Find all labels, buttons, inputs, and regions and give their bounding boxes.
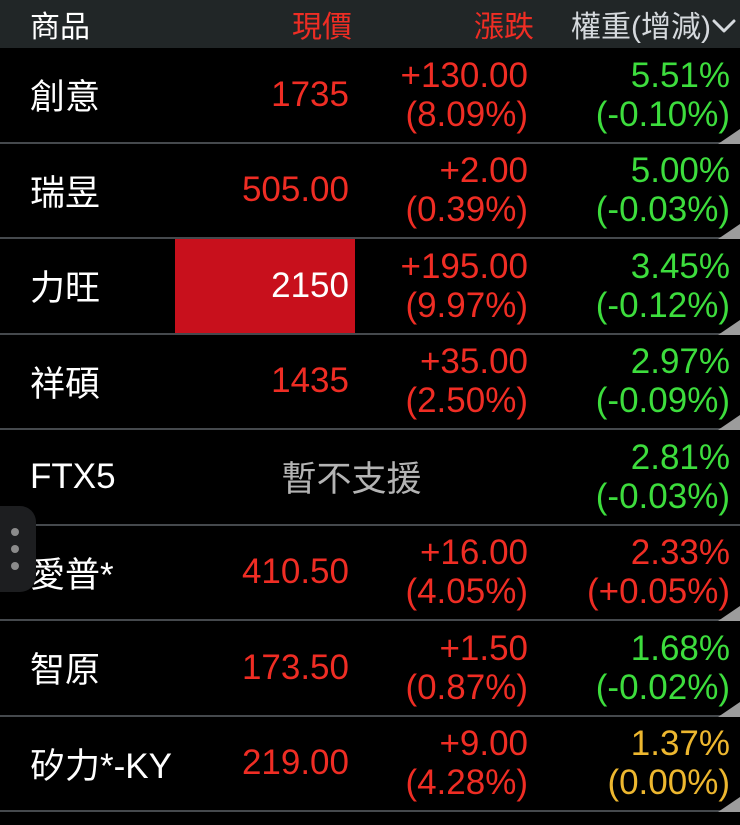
handle-dot-icon [11, 562, 19, 570]
weight-delta: (-0.03%) [595, 476, 730, 516]
stock-weight: 2.33% (+0.05%) [528, 533, 740, 611]
stock-weight: 1.37% (0.00%) [528, 724, 740, 802]
change-value: +195.00 [400, 246, 529, 286]
weight-value: 5.51% [630, 55, 730, 95]
stock-name: FTX5 [30, 456, 116, 496]
stock-name: 瑞昱 [30, 173, 101, 213]
stock-row-ftx5[interactable]: FTX5 暫不支援 2.81% (-0.03%) [0, 430, 740, 526]
change-value: +9.00 [439, 724, 528, 764]
stock-row-aipu[interactable]: 愛普* 410.50 +16.00 (4.05%) 2.33% (+0.05%) [0, 526, 740, 621]
change-value: +130.00 [400, 55, 529, 95]
stock-name: 愛普* [30, 555, 114, 595]
corner-fold-marker [718, 415, 740, 430]
stock-change: +9.00 (4.28%) [355, 724, 528, 802]
not-supported-label: 暫不支援 [281, 460, 422, 500]
chevron-down-icon[interactable] [712, 18, 736, 34]
header-price-column[interactable]: 現價 [292, 11, 352, 44]
stock-row-zhiyuan[interactable]: 智原 173.50 +1.50 (0.87%) 1.68% (-0.02%) [0, 621, 740, 717]
weight-delta: (-0.02%) [595, 667, 730, 707]
weight-value: 2.97% [630, 342, 730, 382]
change-value: +16.00 [419, 533, 528, 573]
stock-name: 力旺 [30, 269, 101, 309]
stock-weight: 3.45% (-0.12%) [528, 247, 740, 325]
table-header: 商品 現價 漲跌 權重(增減) [0, 0, 740, 48]
stock-price: 1735 [271, 74, 349, 114]
weight-delta: (-0.03%) [595, 190, 730, 230]
change-percent: (2.50%) [405, 381, 528, 421]
stock-weight: 2.97% (-0.09%) [528, 342, 740, 420]
stock-price: 219.00 [241, 743, 349, 783]
stock-row-ruiyu[interactable]: 瑞昱 505.00 +2.00 (0.39%) 5.00% (-0.03%) [0, 144, 740, 239]
stock-name: 智原 [30, 651, 101, 691]
header-weight-label: 權重(增減) [571, 11, 711, 44]
weight-delta: (0.00%) [607, 763, 730, 803]
header-change-column[interactable]: 漲跌 [474, 11, 534, 44]
stock-weight: 2.81% (-0.03%) [528, 438, 740, 516]
weight-value: 5.00% [630, 151, 730, 191]
corner-fold-marker [718, 128, 740, 144]
header-weight-column[interactable]: 權重(增減) [534, 2, 740, 46]
handle-dot-icon [11, 528, 19, 536]
header-product-column[interactable]: 商品 [30, 11, 90, 44]
stock-name: 創意 [30, 78, 101, 118]
stock-row-xiangshuo[interactable]: 祥碩 1435 +35.00 (2.50%) 2.97% (-0.09%) [0, 335, 740, 430]
stock-row-xili-ky[interactable]: 矽力*-KY 219.00 +9.00 (4.28%) 1.37% (0.00%… [0, 717, 740, 812]
stock-row-liwang[interactable]: 力旺 2150 +195.00 (9.97%) 3.45% (-0.12%) [0, 239, 740, 335]
change-value: +35.00 [419, 342, 528, 382]
stock-price: 410.50 [241, 552, 349, 592]
change-percent: (4.28%) [405, 763, 528, 803]
weight-delta: (+0.05%) [587, 572, 730, 612]
weight-delta: (-0.09%) [595, 381, 730, 421]
stock-weight: 5.00% (-0.03%) [528, 151, 740, 229]
stock-change: +1.50 (0.87%) [355, 629, 528, 707]
stock-name: 矽力*-KY [30, 746, 172, 786]
stock-row-chuangyi[interactable]: 創意 1735 +130.00 (8.09%) 5.51% (-0.10%) [0, 48, 740, 144]
change-percent: (9.97%) [405, 285, 528, 325]
handle-dot-icon [11, 545, 19, 553]
weight-value: 2.33% [630, 533, 730, 573]
change-percent: (0.39%) [405, 190, 528, 230]
change-percent: (0.87%) [405, 667, 528, 707]
stock-weight: 1.68% (-0.02%) [528, 629, 740, 707]
stock-price: 173.50 [241, 647, 349, 687]
stock-name: 祥碩 [30, 364, 101, 404]
stock-price: 1435 [271, 361, 349, 401]
weight-delta: (-0.12%) [595, 285, 730, 325]
corner-fold-marker [718, 224, 740, 239]
change-value: +1.50 [439, 628, 528, 668]
change-percent: (8.09%) [405, 94, 528, 134]
stock-change: +195.00 (9.97%) [355, 246, 529, 325]
stock-price: 505.00 [241, 170, 349, 210]
stock-change: +2.00 (0.39%) [355, 151, 528, 229]
stock-price-highlighted: 2150 [175, 239, 355, 333]
corner-fold-marker [718, 606, 740, 621]
corner-fold-marker [718, 319, 740, 335]
weight-value: 1.68% [630, 628, 730, 668]
partial-next-row [0, 812, 740, 823]
change-percent: (4.05%) [405, 572, 528, 612]
weight-value: 2.81% [630, 437, 730, 477]
corner-fold-marker [718, 797, 740, 812]
stock-change: +35.00 (2.50%) [355, 342, 528, 420]
side-drawer-handle[interactable] [0, 506, 36, 592]
change-value: +2.00 [439, 151, 528, 191]
corner-fold-marker [718, 701, 740, 717]
weight-value: 1.37% [630, 724, 730, 764]
stock-weight: 5.51% (-0.10%) [528, 56, 740, 134]
stock-change: +130.00 (8.09%) [355, 55, 529, 134]
stock-change: +16.00 (4.05%) [355, 533, 528, 611]
weight-delta: (-0.10%) [595, 94, 730, 134]
weight-value: 3.45% [630, 246, 730, 286]
